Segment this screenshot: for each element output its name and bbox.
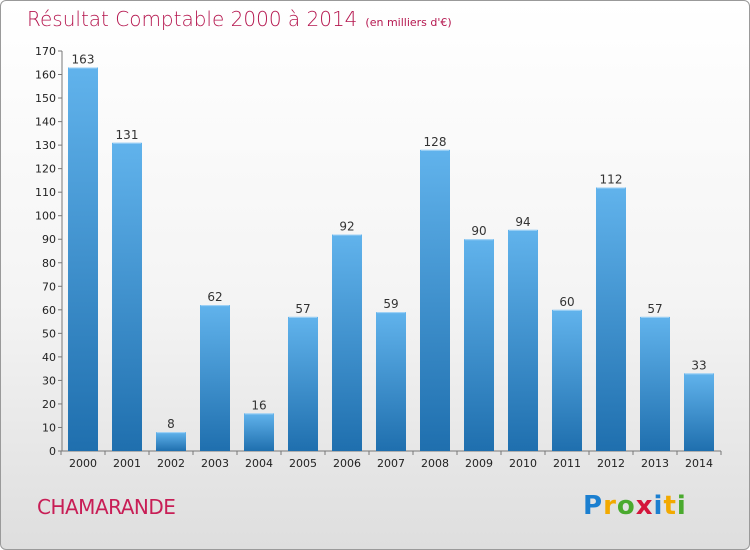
y-tick-label: 100 — [35, 210, 56, 223]
y-tick-label: 60 — [42, 304, 56, 317]
bar-2007 — [376, 312, 406, 451]
y-tick-label: 120 — [35, 163, 56, 176]
x-tick-label-2004: 2004 — [245, 457, 273, 470]
x-tick-label-2011: 2011 — [553, 457, 581, 470]
value-label-2008: 128 — [424, 135, 447, 149]
bar-2006 — [332, 234, 362, 451]
x-tick-label-2014: 2014 — [685, 457, 713, 470]
y-tick-label: 20 — [42, 398, 56, 411]
value-label-2006: 92 — [339, 220, 354, 234]
x-tick-label-2012: 2012 — [597, 457, 625, 470]
chart-title: Résultat Comptable 2000 à 2014 (en millie… — [27, 7, 452, 31]
x-tick-label-2009: 2009 — [465, 457, 493, 470]
bar-2013 — [640, 316, 670, 451]
y-tick-label: 10 — [42, 421, 56, 434]
bar-2011 — [552, 309, 582, 451]
y-tick-label: 30 — [42, 374, 56, 387]
bar-2001 — [112, 142, 142, 451]
y-tick-label: 80 — [42, 257, 56, 270]
value-label-2005: 57 — [295, 302, 310, 316]
y-tick-label: 170 — [35, 45, 56, 58]
x-tick-label-2001: 2001 — [113, 457, 141, 470]
value-label-2000: 163 — [72, 52, 95, 66]
chart-title-unit: (en milliers d'€) — [365, 16, 452, 29]
bar-2009 — [464, 239, 494, 451]
y-tick-label: 150 — [35, 92, 56, 105]
bar-2014 — [684, 373, 714, 451]
bar-2010 — [508, 229, 538, 451]
bar-2012 — [596, 187, 626, 451]
value-label-2002: 8 — [167, 417, 175, 431]
value-label-2011: 60 — [559, 295, 574, 309]
bar-2003 — [200, 305, 230, 451]
bar-2002 — [156, 432, 186, 451]
x-tick-label-2000: 2000 — [69, 457, 97, 470]
x-tick-label-2008: 2008 — [421, 457, 449, 470]
logo-letter: t — [663, 491, 677, 521]
bar-2000 — [68, 67, 98, 452]
value-label-2004: 16 — [251, 398, 266, 412]
value-label-2013: 57 — [647, 302, 662, 316]
axis-layer: 0 10 20 30 40 50 60 70 80 90 100 110 120 130 140 150 160… — [35, 45, 722, 470]
y-tick-label: 140 — [35, 116, 56, 129]
y-tick-label: 0 — [49, 445, 56, 458]
y-tick-label: 90 — [42, 233, 56, 246]
logo-letter: i — [676, 491, 687, 521]
y-tick-label: 110 — [35, 186, 56, 199]
logo-letter: r — [603, 491, 617, 521]
commune-name: CHAMARANDE — [37, 495, 176, 519]
value-label-2007: 59 — [383, 297, 398, 311]
proxiti-logo: Proxiti — [583, 491, 687, 521]
value-label-2009: 90 — [471, 224, 486, 238]
value-label-2003: 62 — [207, 290, 222, 304]
x-tick-label-2013: 2013 — [641, 457, 669, 470]
bar-2004 — [244, 413, 274, 451]
bar-layer: 163 131 8 62 16 57 92 59 128 90 94 60 112 57 33 — [68, 52, 714, 452]
x-tick-label-2007: 2007 — [377, 457, 405, 470]
value-label-2010: 94 — [515, 215, 530, 229]
value-label-2012: 112 — [600, 172, 623, 186]
y-tick-label: 130 — [35, 139, 56, 152]
logo-letter: o — [616, 491, 636, 521]
x-tick-label-2003: 2003 — [201, 457, 229, 470]
y-tick-label: 160 — [35, 69, 56, 82]
chart-title-main: Résultat Comptable 2000 à 2014 — [27, 7, 358, 31]
x-tick-label-2006: 2006 — [333, 457, 361, 470]
value-label-2014: 33 — [691, 358, 706, 372]
bar-2005 — [288, 316, 318, 451]
bar-2008 — [420, 149, 450, 451]
value-label-2001: 131 — [116, 128, 139, 142]
logo-letter: i — [653, 491, 664, 521]
y-tick-label: 50 — [42, 327, 56, 340]
logo-letter: P — [583, 491, 604, 521]
y-tick-label: 70 — [42, 280, 56, 293]
y-tick-label: 40 — [42, 351, 56, 364]
x-tick-label-2002: 2002 — [157, 457, 185, 470]
x-tick-label-2005: 2005 — [289, 457, 317, 470]
x-tick-label-2010: 2010 — [509, 457, 537, 470]
logo-letter: x — [635, 491, 654, 521]
